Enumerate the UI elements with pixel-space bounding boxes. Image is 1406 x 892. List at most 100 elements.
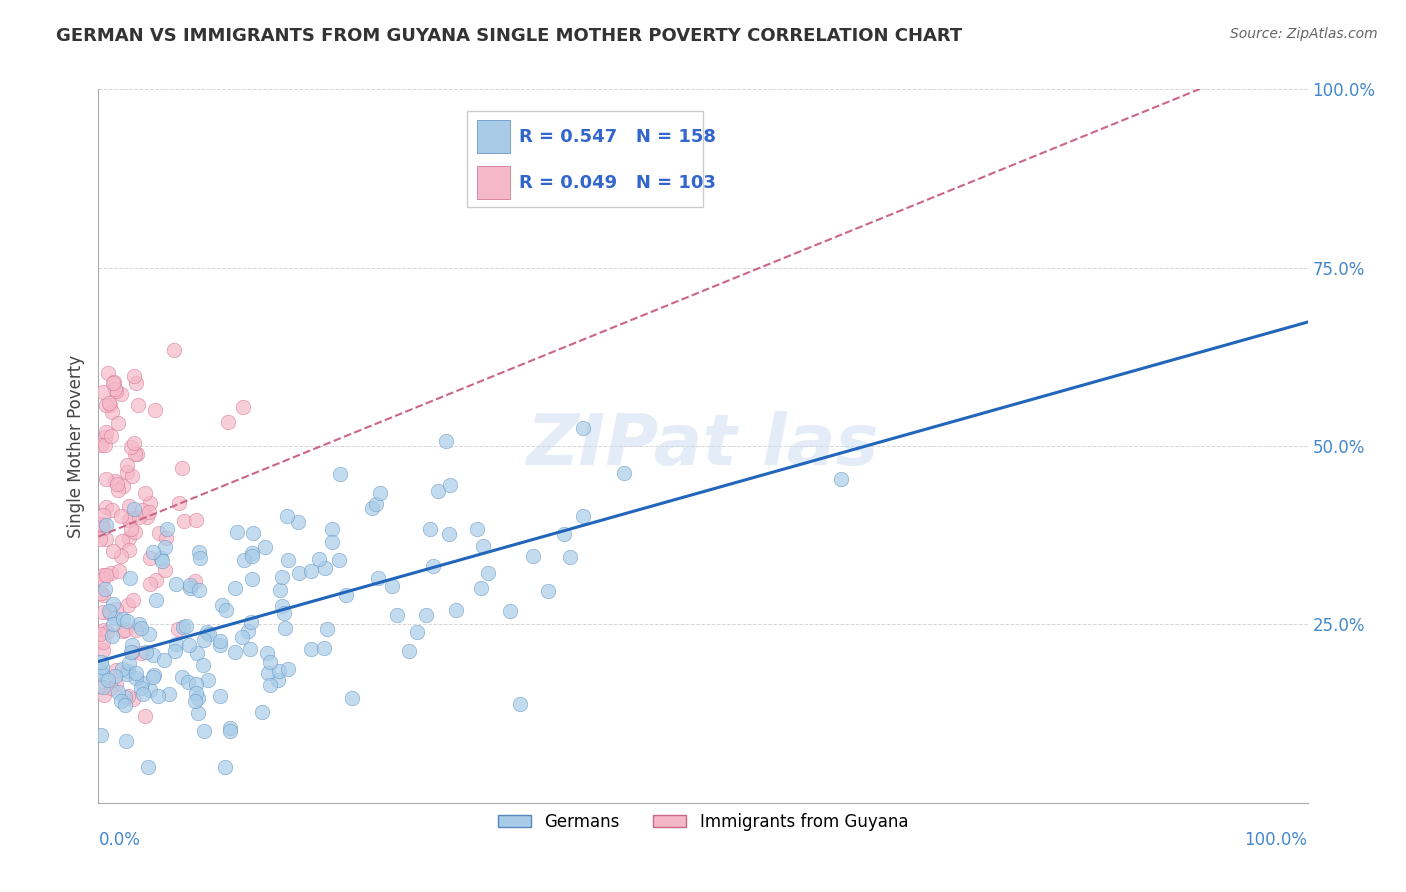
Point (187, 582, 209, 597)
Point (153, 541, 176, 555)
Point (217, 415, 239, 429)
Point (97, 396, 120, 410)
Point (125, 447, 148, 461)
Point (90, 586, 112, 600)
Point (118, 570, 141, 584)
Point (163, 343, 186, 358)
Point (142, 668, 165, 682)
Point (184, 677, 207, 691)
Point (138, 627, 160, 641)
Point (165, 644, 187, 658)
Text: ZIPat las: ZIPat las (527, 411, 879, 481)
Point (100, 681, 122, 695)
Point (198, 626, 221, 640)
Point (96, 518, 118, 533)
Point (288, 566, 311, 580)
Point (368, 485, 391, 500)
Point (188, 545, 211, 559)
Point (90, 437, 112, 451)
Point (188, 551, 211, 566)
Point (277, 661, 299, 675)
Point (184, 514, 207, 528)
Point (170, 460, 193, 475)
Point (121, 645, 143, 659)
Point (100, 429, 122, 443)
Point (103, 383, 125, 397)
Point (107, 685, 129, 699)
Point (270, 599, 292, 614)
Point (93, 430, 115, 444)
Point (259, 678, 281, 692)
Point (145, 574, 167, 588)
Point (94, 500, 117, 514)
Point (233, 553, 256, 567)
Text: GERMAN VS IMMIGRANTS FROM GUYANA SINGLE MOTHER POVERTY CORRELATION CHART: GERMAN VS IMMIGRANTS FROM GUYANA SINGLE … (56, 27, 963, 45)
Point (153, 563, 176, 577)
Point (142, 648, 165, 662)
Point (405, 625, 427, 640)
Point (187, 691, 209, 706)
Point (236, 624, 259, 638)
Point (114, 624, 136, 638)
Point (115, 667, 138, 681)
Point (231, 630, 253, 644)
Point (94, 582, 117, 597)
Point (122, 368, 145, 383)
Point (127, 398, 149, 412)
Text: Source: ZipAtlas.com: Source: ZipAtlas.com (1230, 27, 1378, 41)
Point (94, 533, 117, 547)
Point (122, 436, 145, 450)
Point (274, 621, 297, 635)
Point (104, 474, 127, 488)
Point (242, 525, 264, 540)
Point (91, 680, 114, 694)
Point (118, 499, 141, 513)
Point (122, 592, 145, 607)
Point (191, 657, 214, 672)
Point (167, 495, 190, 509)
Point (342, 690, 364, 705)
Point (138, 496, 160, 510)
Point (174, 618, 197, 632)
Point (259, 655, 281, 669)
Point (157, 687, 180, 701)
Point (110, 387, 132, 401)
Text: 0.0%: 0.0% (98, 831, 141, 849)
Point (90, 655, 112, 669)
Point (89, 627, 111, 641)
Point (114, 690, 136, 704)
Point (91, 605, 114, 619)
Point (98, 398, 121, 412)
Point (91, 572, 114, 586)
Point (94, 567, 117, 582)
Point (132, 687, 155, 701)
Point (93, 521, 115, 535)
Point (100, 566, 122, 580)
Point (299, 642, 322, 657)
Point (93, 623, 115, 637)
Point (572, 508, 595, 523)
Point (90, 728, 112, 742)
Point (121, 469, 143, 483)
Point (439, 477, 461, 491)
Point (104, 384, 127, 398)
Point (299, 565, 322, 579)
Point (167, 622, 190, 636)
Point (209, 634, 232, 648)
Point (94, 438, 117, 452)
Point (110, 509, 132, 524)
Point (509, 697, 531, 711)
Point (256, 646, 278, 660)
Point (111, 533, 134, 548)
Point (98, 606, 121, 620)
Text: 100.0%: 100.0% (1244, 831, 1308, 849)
Point (117, 656, 139, 670)
Point (101, 544, 124, 558)
Point (270, 570, 292, 584)
Point (105, 476, 128, 491)
Point (232, 400, 254, 414)
Point (287, 515, 309, 529)
Point (197, 673, 219, 687)
Point (120, 644, 142, 658)
Point (114, 698, 136, 713)
